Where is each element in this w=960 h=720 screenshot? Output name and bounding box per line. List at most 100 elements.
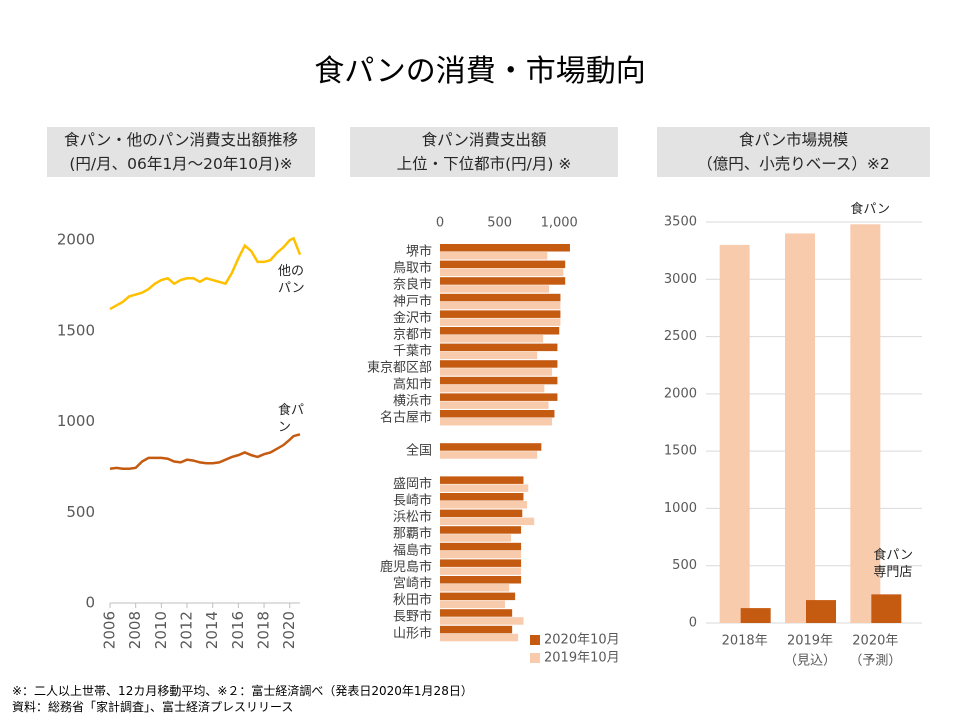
bar bbox=[440, 493, 524, 501]
y-tick-label: 2000 bbox=[57, 231, 95, 249]
bar bbox=[440, 476, 524, 484]
bar bbox=[440, 584, 510, 592]
line-series bbox=[109, 236, 302, 311]
bar bbox=[440, 609, 513, 617]
y-tick-label: 2000 bbox=[664, 386, 697, 401]
x-tick-label: 1,000 bbox=[541, 216, 578, 231]
bar bbox=[440, 526, 522, 534]
y-tick-label: 500 bbox=[66, 503, 95, 521]
bar bbox=[440, 576, 522, 584]
series-label: 他のパン bbox=[278, 263, 305, 296]
bar bbox=[440, 542, 522, 551]
bar bbox=[806, 600, 836, 623]
y-tick-label: 全国 bbox=[406, 443, 432, 459]
panel-subtitle: （億円、小売りベース）※2 bbox=[697, 155, 890, 173]
bar bbox=[440, 268, 564, 277]
footnote: 資料：総務省「家計調査」、富士経済プレスリリース bbox=[12, 700, 294, 714]
bar bbox=[440, 517, 535, 526]
y-tick-label: 堺市 bbox=[406, 244, 432, 260]
line-series bbox=[109, 433, 301, 470]
y-tick-label: 山形市 bbox=[393, 625, 432, 641]
bar bbox=[440, 343, 558, 352]
bar bbox=[440, 384, 545, 393]
bar bbox=[719, 244, 750, 623]
y-tick-label: 金沢市 bbox=[393, 310, 432, 326]
series-label: 食パン bbox=[278, 403, 305, 436]
panel-title: 食パン市場規模 bbox=[738, 131, 849, 149]
x-tick-note: （予測） bbox=[849, 654, 901, 669]
y-tick-label: 福島市 bbox=[393, 542, 432, 558]
y-tick-label: 奈良市 bbox=[393, 277, 432, 293]
y-tick-label: 0 bbox=[689, 616, 697, 631]
y-tick-label: 500 bbox=[672, 558, 697, 573]
bar bbox=[440, 252, 548, 260]
bar bbox=[440, 393, 558, 401]
bar bbox=[440, 600, 505, 609]
x-tick-label: 500 bbox=[487, 216, 512, 231]
bar bbox=[440, 534, 511, 542]
panel-title: 食パン・他のパン消費支出額推移 bbox=[63, 131, 299, 149]
bar bbox=[440, 633, 519, 642]
slide-title: 食パンの消費・市場動向 bbox=[314, 54, 646, 89]
y-tick-label: 長崎市 bbox=[393, 493, 432, 509]
y-tick-label: 高知市 bbox=[393, 376, 432, 392]
bar bbox=[440, 310, 561, 318]
x-tick-label: 2019年 bbox=[787, 634, 833, 649]
y-tick-label: 鳥取市 bbox=[393, 260, 432, 276]
x-tick-label: 2014 bbox=[203, 611, 221, 649]
bar bbox=[440, 592, 516, 601]
y-tick-label: 長野市 bbox=[393, 609, 432, 625]
bar bbox=[440, 451, 538, 459]
bar bbox=[440, 617, 524, 625]
bar bbox=[440, 376, 558, 385]
panel-subtitle: (円/月、06年1月～20年10月)※ bbox=[69, 155, 293, 173]
bar bbox=[440, 401, 549, 409]
bar bbox=[440, 368, 553, 376]
panel-subtitle: 上位・下位都市(円/月) ※ bbox=[396, 155, 572, 173]
bar bbox=[440, 567, 522, 575]
x-tick-label: 2010 bbox=[152, 611, 170, 649]
y-tick-label: 浜松市 bbox=[393, 509, 432, 525]
bar bbox=[440, 318, 561, 326]
bar bbox=[785, 233, 815, 623]
bar bbox=[440, 509, 523, 518]
y-tick-label: 1000 bbox=[57, 412, 95, 430]
panel-header: 食パン市場規模 （億円、小売りベース）※2 bbox=[657, 127, 930, 177]
x-tick-label: 2008 bbox=[126, 611, 144, 649]
y-tick-label: 1500 bbox=[57, 321, 95, 339]
bar bbox=[440, 418, 553, 426]
x-tick-label: 2018 bbox=[255, 611, 273, 649]
panel-title: 食パン消費支出額 bbox=[421, 131, 547, 149]
y-tick-label: 1500 bbox=[664, 444, 697, 459]
panel-header: 食パン・他のパン消費支出額推移 (円/月、06年1月～20年10月)※ bbox=[47, 127, 315, 177]
bar bbox=[440, 335, 544, 343]
bar bbox=[440, 293, 561, 302]
x-tick-label: 2018年 bbox=[722, 634, 768, 649]
bar bbox=[440, 301, 561, 310]
y-tick-label: 京都市 bbox=[393, 327, 432, 343]
bar bbox=[440, 410, 555, 418]
x-tick-label: 2012 bbox=[178, 611, 196, 649]
y-tick-label: 千葉市 bbox=[393, 343, 432, 359]
bar bbox=[740, 608, 771, 623]
y-tick-label: 神戸市 bbox=[393, 293, 432, 309]
bar bbox=[440, 285, 550, 293]
legend-label: 2019年10月 bbox=[544, 651, 620, 666]
bar bbox=[440, 559, 522, 567]
y-tick-label: 鹿児島市 bbox=[380, 559, 432, 575]
y-tick-label: 0 bbox=[85, 594, 95, 612]
legend-swatch bbox=[530, 653, 540, 663]
bar bbox=[440, 501, 528, 509]
bar bbox=[440, 351, 538, 360]
bar bbox=[440, 443, 542, 451]
y-tick-label: 2500 bbox=[664, 329, 697, 344]
bar bbox=[440, 277, 566, 285]
panel-header: 食パン消費支出額上位・下位都市(円/月) ※ bbox=[350, 127, 618, 177]
bar bbox=[440, 327, 560, 335]
y-tick-label: 秋田市 bbox=[393, 592, 432, 608]
y-tick-label: 宮崎市 bbox=[393, 576, 432, 592]
bar bbox=[440, 244, 570, 252]
y-tick-label: 名古屋市 bbox=[380, 410, 432, 426]
